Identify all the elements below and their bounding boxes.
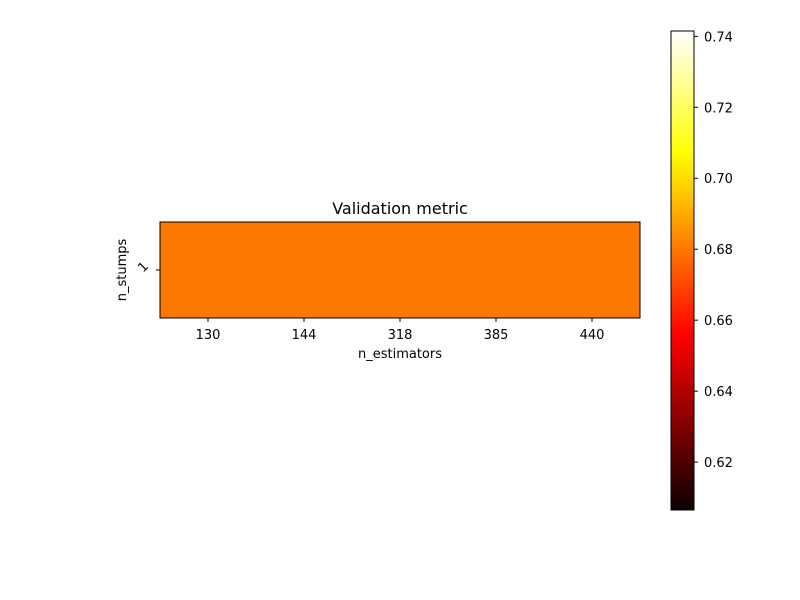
x-tick-label: 440 (580, 328, 605, 343)
x-tick-label: 318 (388, 328, 413, 343)
colorbar-tick-label: 0.64 (704, 385, 733, 400)
colorbar-tick-label: 0.72 (704, 101, 733, 116)
x-tick-label: 130 (196, 328, 221, 343)
y-axis-ticks: 1 (135, 259, 160, 276)
y-axis-label: n_stumps (115, 239, 130, 302)
heatmap-cell (544, 222, 641, 319)
colorbar (670, 30, 695, 511)
x-axis-label: n_estimators (358, 347, 442, 362)
colorbar-tick-label: 0.66 (704, 314, 733, 329)
y-tick-label: 1 (135, 259, 151, 275)
x-tick-label: 144 (292, 328, 317, 343)
colorbar-tick-label: 0.68 (704, 243, 733, 258)
heatmap-cells (160, 222, 641, 319)
x-tick-label: 385 (484, 328, 509, 343)
heatmap-cell (448, 222, 545, 319)
colorbar-tick-label: 0.70 (704, 172, 733, 187)
colorbar-tick-label: 0.62 (704, 456, 733, 471)
heatmap-cell (256, 222, 353, 319)
colorbar-tick-label: 0.74 (704, 30, 733, 45)
colorbar-ticks: 0.62 0.64 0.66 0.68 0.70 0.72 0.74 (694, 30, 733, 471)
heatmap-cell (352, 222, 449, 319)
chart-title: Validation metric (332, 199, 468, 218)
heatmap-cell (160, 222, 257, 319)
x-axis-ticks: 130 144 318 385 440 (196, 318, 605, 343)
